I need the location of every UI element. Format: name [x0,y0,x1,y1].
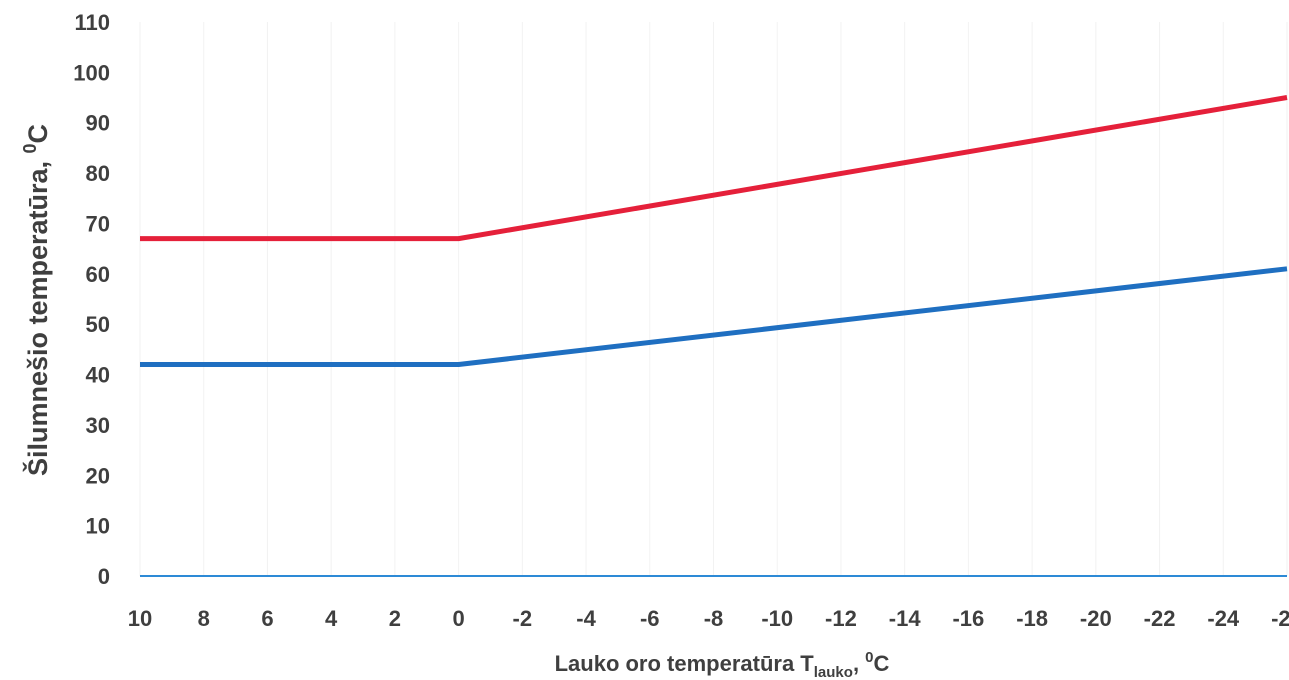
x-tick-label: 0 [452,606,464,631]
y-tick-label: 30 [86,413,110,438]
x-tick-label: -20 [1080,606,1112,631]
x-tick-label: 8 [198,606,210,631]
x-tick-label: -24 [1207,606,1240,631]
x-tick-label: 6 [261,606,273,631]
y-tick-label: 70 [86,211,110,236]
x-tick-label: -2 [513,606,533,631]
y-tick-label: 100 [73,60,110,85]
y-tick-label: 80 [86,161,110,186]
x-tick-label: -10 [761,606,793,631]
y-tick-label: 20 [86,463,110,488]
y-tick-label: 90 [86,111,110,136]
x-tick-label: 10 [128,606,152,631]
x-tick-label: -26 [1271,606,1289,631]
y-tick-label: 50 [86,312,110,337]
x-tick-label: 4 [325,606,338,631]
y-tick-label: 0 [98,564,110,589]
x-tick-label: -6 [640,606,660,631]
y-axis-title: Šilumnešio temperatūra, 0C [20,124,53,476]
x-tick-label: -16 [952,606,984,631]
x-tick-label: -22 [1144,606,1176,631]
series-line-1 [140,95,1288,242]
series-line-2 [140,266,1288,367]
y-tick-label: 110 [75,10,111,35]
y-axis-tick-labels: 0 10 20 30 40 50 60 70 80 90 100 110 [73,10,110,589]
x-tick-label: -14 [889,606,922,631]
x-tick-label: 2 [389,606,401,631]
series-group [140,95,1288,577]
x-tick-label: -8 [704,606,724,631]
y-tick-label: 10 [86,514,110,539]
x-tick-label: -18 [1016,606,1048,631]
y-tick-label: 40 [86,363,110,388]
y-tick-label: 60 [86,262,110,287]
x-tick-label: -4 [576,606,596,631]
x-axis-tick-labels: 10 8 6 4 2 0 -2 -4 -6 -8 -10 -12 -14 -16 -18 -20 -22 -24 -… [128,606,1289,631]
x-axis-title: Lauko oro temperatūra Tlauko, 0C [555,649,890,680]
x-tick-label: -12 [825,606,857,631]
grid [139,22,1288,576]
